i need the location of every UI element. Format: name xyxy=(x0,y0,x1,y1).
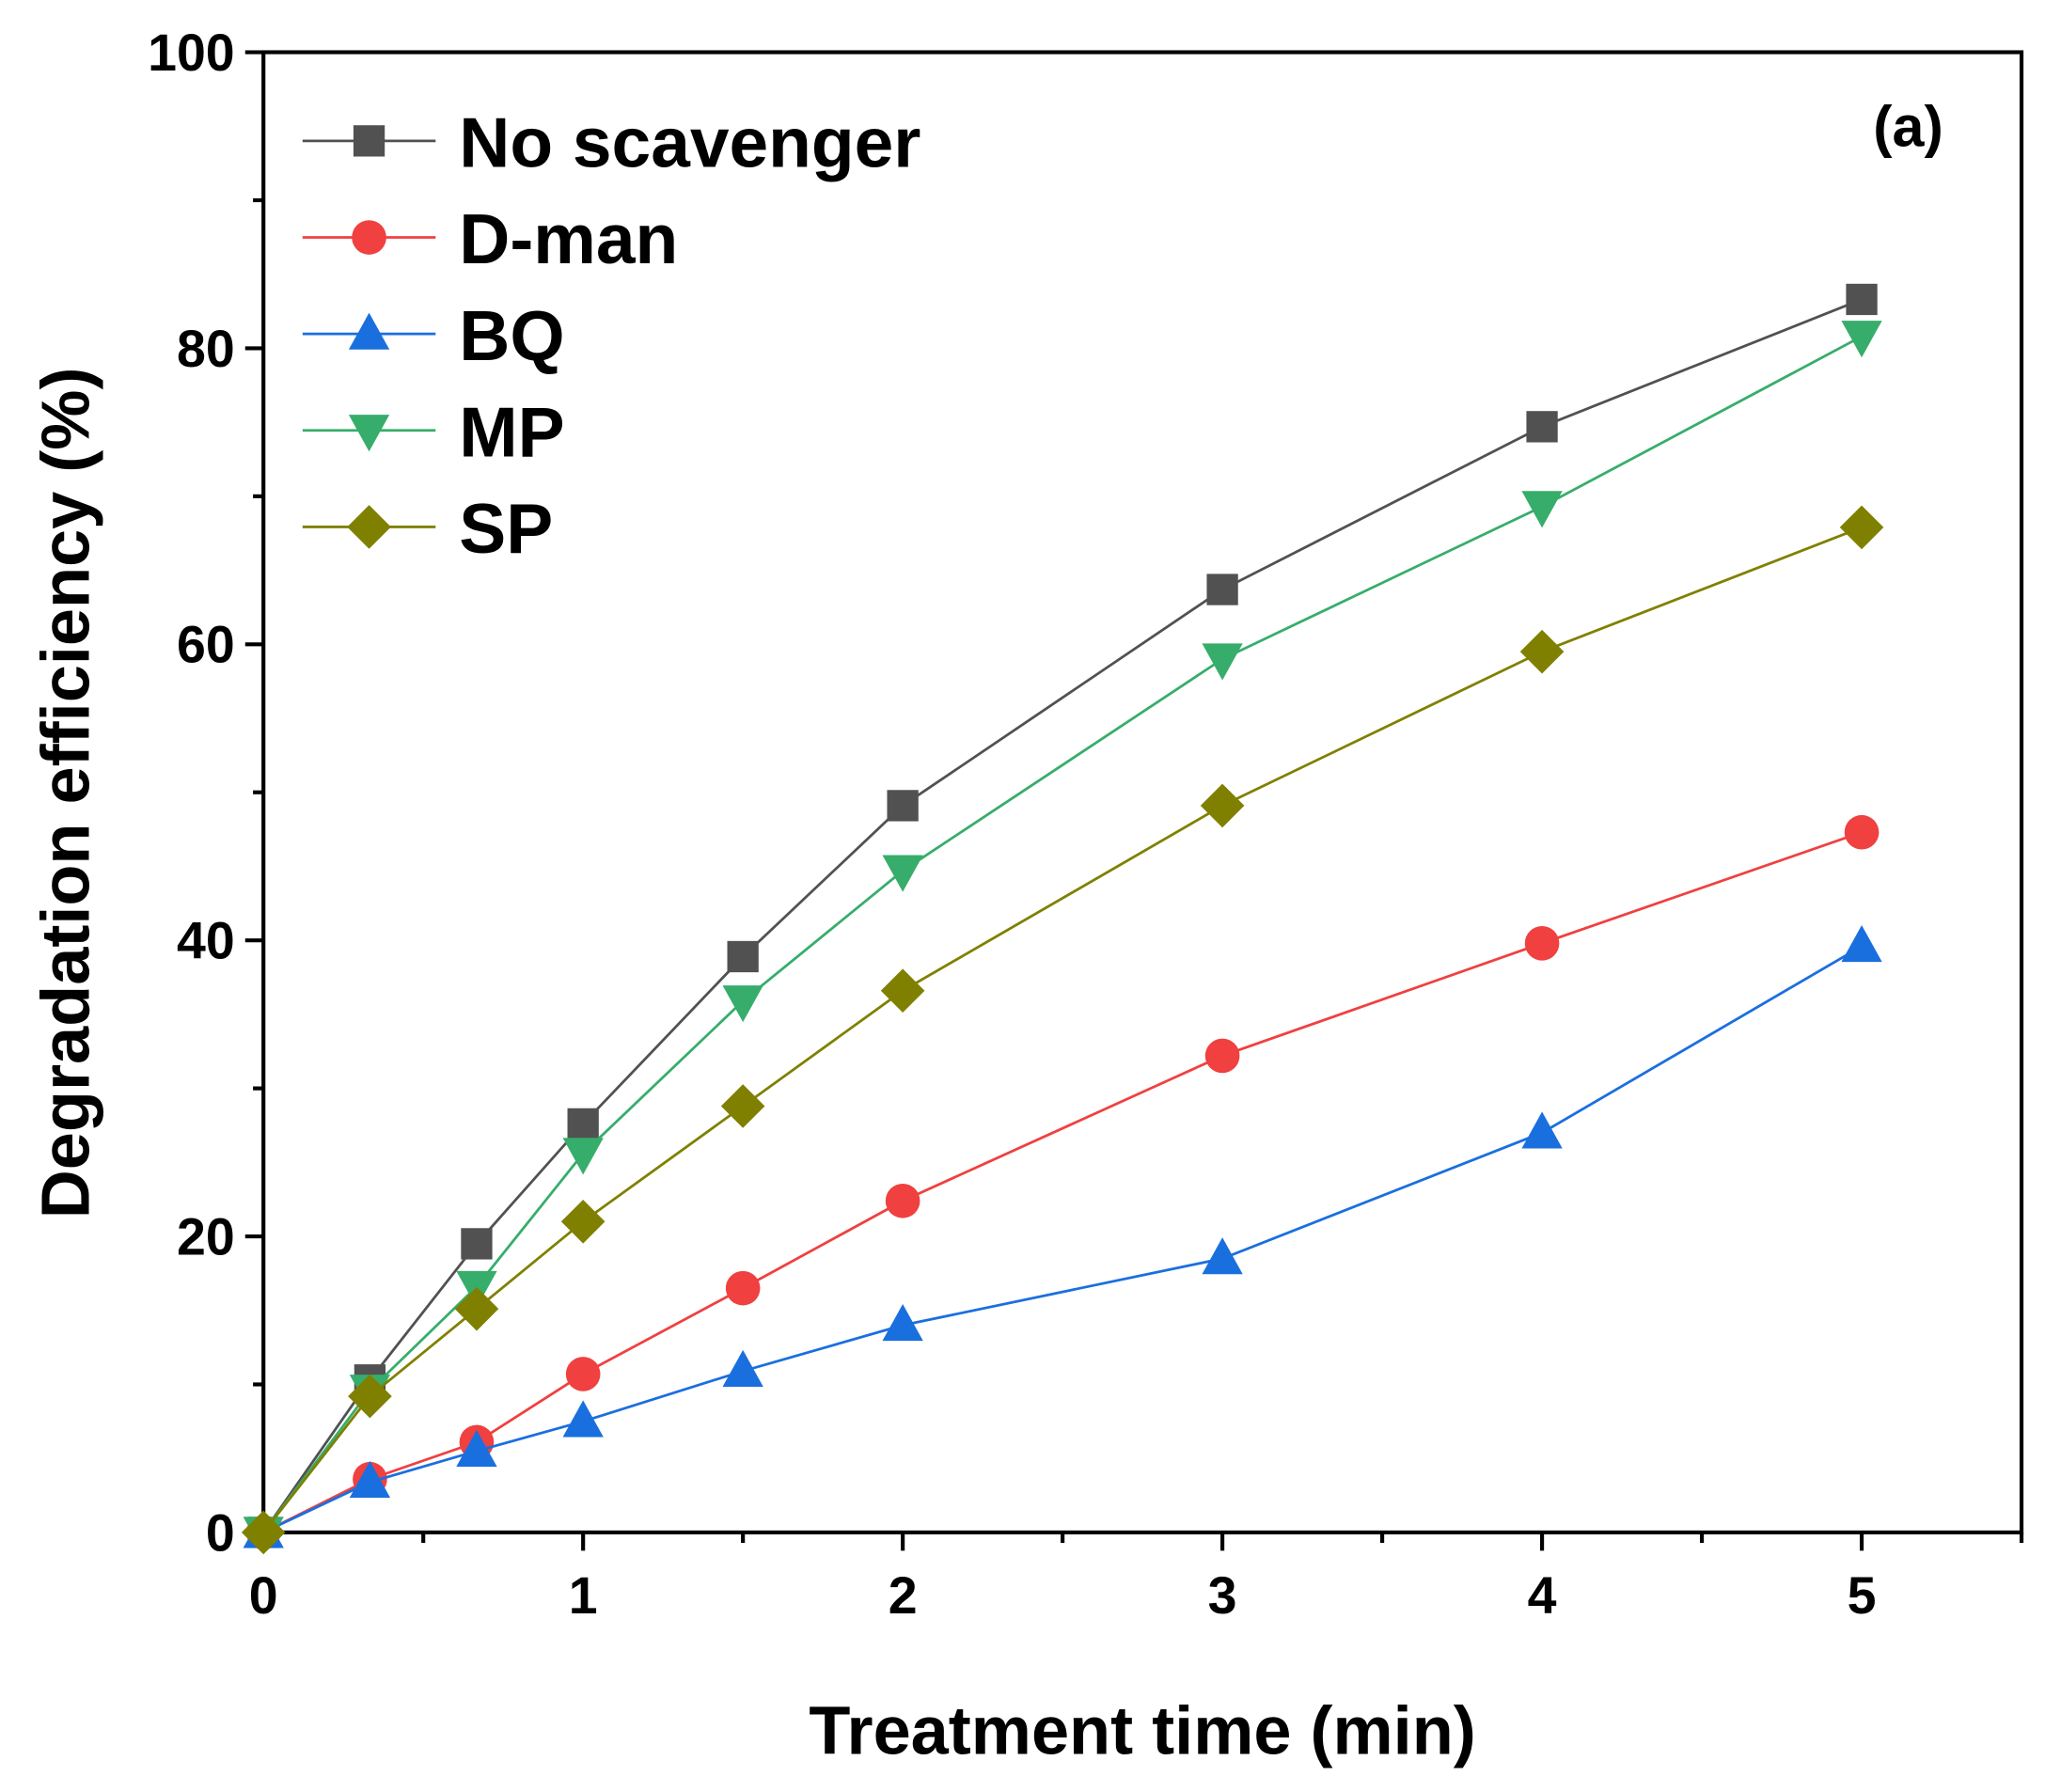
y-tick-label: 20 xyxy=(177,1207,235,1265)
series-line xyxy=(262,526,1863,1533)
diamond-marker xyxy=(880,968,925,1013)
triangle-down-marker xyxy=(1202,643,1243,681)
diamond-marker xyxy=(720,1084,765,1128)
y-tick-label: 40 xyxy=(177,912,235,970)
x-tick-label: 0 xyxy=(249,1566,278,1625)
legend-label: BQ xyxy=(459,296,564,375)
diamond-marker xyxy=(1200,783,1245,828)
x-tick-label: 5 xyxy=(1848,1566,1877,1625)
circle-marker xyxy=(1204,1038,1240,1074)
triangle-up-marker xyxy=(1202,1237,1243,1275)
series-sp xyxy=(241,505,1884,1555)
triangle-down-marker xyxy=(722,985,763,1023)
square-marker xyxy=(1526,411,1558,443)
legend-label: D-man xyxy=(459,199,678,278)
triangle-up-marker xyxy=(349,1460,391,1499)
y-tick-label: 60 xyxy=(177,616,235,674)
legend-item: SP xyxy=(302,489,553,568)
diamond-marker xyxy=(348,1374,392,1419)
triangle-up-marker xyxy=(1841,924,1882,963)
diamond-marker xyxy=(454,1286,499,1331)
legend-label: No scavenger xyxy=(459,103,920,182)
series-line xyxy=(262,945,1863,1534)
diamond-marker xyxy=(560,1199,606,1244)
legend-label: MP xyxy=(459,393,564,472)
y-tick-label: 0 xyxy=(206,1503,235,1562)
square-marker xyxy=(887,790,919,822)
triangle-up-marker xyxy=(348,312,390,350)
series-d-man xyxy=(245,814,1880,1550)
diamond-marker xyxy=(1519,629,1565,674)
circle-marker xyxy=(352,220,386,255)
square-marker xyxy=(461,1228,493,1260)
triangle-down-marker xyxy=(348,415,390,452)
circle-marker xyxy=(1844,814,1880,850)
y-tick-label: 100 xyxy=(148,24,235,82)
series-line xyxy=(262,830,1863,1534)
triangle-up-marker xyxy=(562,1400,604,1438)
y-tick-label: 80 xyxy=(177,320,235,378)
circle-marker xyxy=(885,1183,920,1218)
panel-label: (a) xyxy=(1873,94,1943,158)
series-no-scavenger xyxy=(247,283,1878,1548)
circle-marker xyxy=(565,1357,601,1391)
x-tick-label: 2 xyxy=(889,1566,918,1625)
legend-item: D-man xyxy=(302,199,678,278)
circle-marker xyxy=(1524,926,1560,961)
triangle-up-marker xyxy=(882,1304,923,1342)
triangle-up-marker xyxy=(722,1349,763,1387)
triangle-up-marker xyxy=(456,1429,497,1467)
legend-item: BQ xyxy=(302,296,565,375)
square-marker xyxy=(567,1108,599,1140)
x-tick-label: 1 xyxy=(569,1566,598,1625)
triangle-down-marker xyxy=(1521,491,1563,528)
diamond-marker xyxy=(1839,505,1884,550)
x-tick-label: 3 xyxy=(1208,1566,1237,1625)
series-group xyxy=(241,283,1884,1555)
triangle-down-marker xyxy=(1841,321,1882,358)
diamond-marker xyxy=(241,1510,286,1555)
x-tick-label: 4 xyxy=(1528,1566,1557,1625)
y-axis-label: Degradation efficiency (%) xyxy=(28,368,103,1219)
legend-item: No scavenger xyxy=(302,103,920,182)
square-marker xyxy=(1206,574,1238,605)
axes: 0 1 2 3 4 5 0 20 40 60 80 100 xyxy=(148,24,2024,1625)
triangle-up-marker xyxy=(1521,1111,1563,1149)
square-marker xyxy=(353,125,385,157)
legend-item: MP xyxy=(302,393,565,472)
diamond-marker xyxy=(347,505,391,549)
legend-label: SP xyxy=(459,489,553,568)
square-marker xyxy=(727,940,759,973)
circle-marker xyxy=(725,1270,761,1306)
legend: No scavenger D-man BQ MP SP xyxy=(302,103,920,568)
x-axis-label: Treatment time (min) xyxy=(809,1694,1475,1769)
triangle-down-marker xyxy=(882,855,923,892)
square-marker xyxy=(1846,283,1878,316)
triangle-down-marker xyxy=(562,1138,604,1175)
